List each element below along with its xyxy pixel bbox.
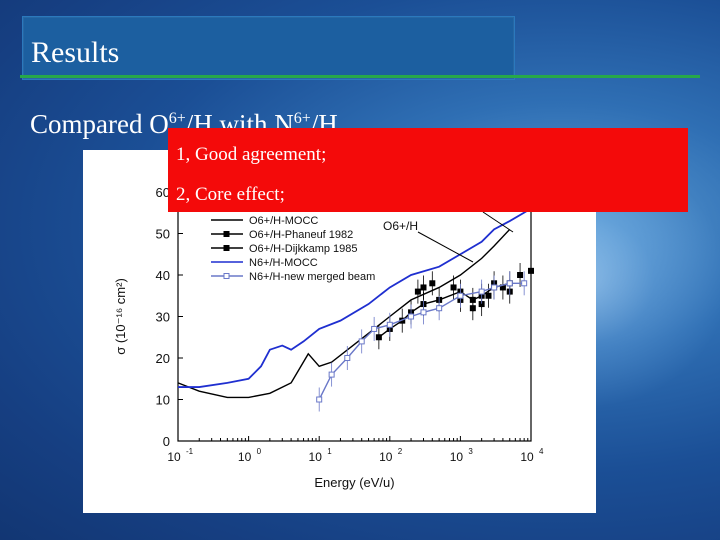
data-point xyxy=(450,284,457,291)
x-tick-label-base: 10 xyxy=(379,450,393,464)
subtitle-sup-2: 6+ xyxy=(293,110,311,127)
x-tick-label-base: 10 xyxy=(167,450,181,464)
y-tick-label: 30 xyxy=(156,310,170,325)
y-axis-label: σ (10⁻¹⁶ cm²) xyxy=(113,278,128,355)
title-underline xyxy=(20,75,700,78)
x-tick-label-exp: 1 xyxy=(327,447,332,456)
subtitle-sup-1: 6+ xyxy=(168,110,186,127)
title-banner: Results xyxy=(22,16,515,80)
plot-frame xyxy=(177,191,532,442)
data-point xyxy=(328,371,335,378)
legend-marker-1 xyxy=(223,231,230,237)
annotation-o6: O6+/H xyxy=(383,219,418,233)
x-tick-label-exp: 3 xyxy=(468,447,473,456)
y-tick-label: 20 xyxy=(156,351,170,366)
slide-subtitle: Compared O6+/H with N6+/H xyxy=(30,102,338,141)
legend-label-1: O6+/H-Phaneuf 1982 xyxy=(249,229,353,241)
data-point xyxy=(457,292,464,299)
legend-marker-4 xyxy=(223,273,230,279)
y-tick-label: 10 xyxy=(156,393,170,408)
data-point xyxy=(478,288,485,295)
data-point xyxy=(316,396,323,403)
x-tick-label-exp: 2 xyxy=(398,447,403,456)
data-point xyxy=(528,267,534,274)
data-point xyxy=(408,313,415,320)
legend-label-4: N6+/H-new merged beam xyxy=(249,271,375,283)
x-tick-label-base: 10 xyxy=(309,450,323,464)
y-tick-label: 0 xyxy=(163,434,170,449)
series-line-0 xyxy=(177,228,511,399)
series-line-4 xyxy=(318,282,525,400)
legend-marker-2 xyxy=(223,245,230,251)
x-axis-label: Energy (eV/u) xyxy=(314,475,394,490)
y-tick-label: 60 xyxy=(156,185,170,200)
legend-label-0: O6+/H-MOCC xyxy=(249,215,318,227)
callout-item-2: 2, Core effect; xyxy=(176,184,285,205)
subtitle-prefix: Compared O xyxy=(30,109,169,139)
legend-label-3: N6+/H-MOCC xyxy=(249,257,318,269)
data-point xyxy=(420,284,427,291)
data-point xyxy=(469,296,476,303)
y-tick-label: 40 xyxy=(156,268,170,283)
legend-label-2: O6+/H-Dijkkamp 1985 xyxy=(249,243,358,255)
data-point xyxy=(386,321,393,328)
data-point xyxy=(517,272,524,278)
data-point xyxy=(358,338,365,345)
data-point xyxy=(521,280,528,287)
data-point xyxy=(491,284,498,291)
data-point xyxy=(429,280,436,287)
x-tick-label-base: 10 xyxy=(450,450,464,464)
annotation-arrow-o6 xyxy=(417,231,474,263)
data-point xyxy=(436,305,443,312)
y-tick-label: 50 xyxy=(156,227,170,242)
x-tick-label-exp: 4 xyxy=(539,447,544,456)
data-point xyxy=(506,280,513,287)
data-point xyxy=(375,334,382,341)
data-point xyxy=(414,288,421,295)
callout-item-1: 1, Good agreement; xyxy=(176,144,327,165)
callout-box: 1, Good agreement; 2, Core effect; xyxy=(168,128,688,212)
annotation-arrow-n6 xyxy=(482,211,514,233)
data-point xyxy=(344,355,351,361)
series-line-3 xyxy=(178,207,532,388)
data-point xyxy=(371,325,378,332)
x-tick-label-exp: -1 xyxy=(186,447,194,456)
x-tick-label-base: 10 xyxy=(520,450,534,464)
slide-title: Results xyxy=(31,36,120,69)
x-tick-label-base: 10 xyxy=(238,450,252,464)
data-point xyxy=(420,309,427,316)
x-tick-label-exp: 0 xyxy=(257,447,262,456)
data-point xyxy=(485,292,492,299)
